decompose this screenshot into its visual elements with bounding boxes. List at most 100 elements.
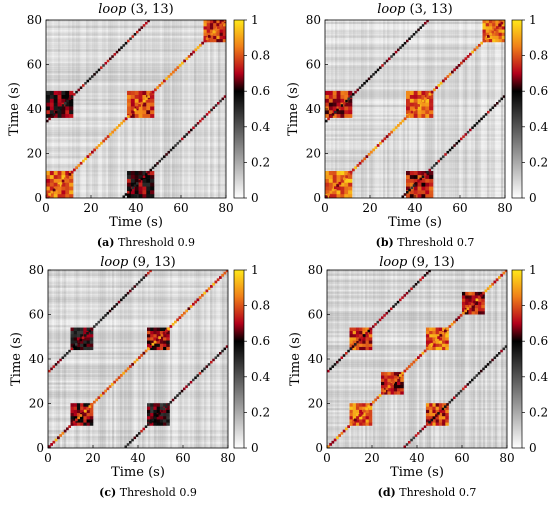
similarity-cell <box>387 391 391 395</box>
similarity-cell <box>73 337 78 341</box>
repeat-diagonal-cell <box>68 97 72 101</box>
repeat-diagonal-cell <box>142 427 146 431</box>
diagonal-cell <box>196 298 200 302</box>
diagonal-cell <box>208 35 211 38</box>
similarity-cell <box>83 343 87 347</box>
repeat-diagonal-cell <box>412 436 416 440</box>
similarity-cell <box>349 415 354 420</box>
diagonal-cell <box>70 423 74 426</box>
colorbar-tick-label: 0.8 <box>251 299 270 313</box>
colorbar-tick-label: 0.8 <box>529 49 548 63</box>
similarity-cell <box>127 109 132 115</box>
similarity-cell <box>76 406 81 410</box>
similarity-cell <box>86 422 91 426</box>
similarity-cell <box>340 182 345 187</box>
similarity-cell <box>127 106 132 111</box>
repeat-diagonal-cell <box>426 423 429 426</box>
repeat-diagonal-cell <box>473 376 476 380</box>
diagonal-cell <box>475 298 479 302</box>
repeat-diagonal-cell <box>464 133 468 136</box>
similarity-cell <box>150 415 154 420</box>
similarity-cell <box>156 330 161 335</box>
diagonal-cell <box>396 376 400 380</box>
diagonal-cell <box>363 157 366 161</box>
diagonal-cell <box>221 21 225 25</box>
similarity-cell <box>150 340 154 344</box>
similarity-cell <box>365 422 370 426</box>
similarity-cell <box>163 340 167 344</box>
repeat-diagonal-cell <box>372 325 375 328</box>
diagonal-cell <box>471 302 474 306</box>
similarity-cell <box>445 415 449 420</box>
diagonal-cell <box>394 378 398 382</box>
repeat-diagonal-cell <box>205 365 209 368</box>
similarity-cell <box>348 186 353 191</box>
similarity-cell <box>429 422 433 426</box>
similarity-cell <box>365 340 370 344</box>
similarity-cell <box>219 29 224 33</box>
similarity-cell <box>348 109 353 115</box>
y-axis-label: Time (s) <box>7 82 22 136</box>
diagonal-cell <box>165 77 168 81</box>
similarity-cell <box>417 113 422 118</box>
similarity-cell <box>130 106 136 111</box>
repeat-diagonal-cell <box>104 61 108 65</box>
similarity-cell <box>432 327 436 332</box>
repeat-diagonal-cell <box>154 164 157 167</box>
diagonal-cell <box>187 55 191 58</box>
similarity-cell <box>365 419 370 423</box>
repeat-diagonal-cell <box>448 400 452 404</box>
similarity-cell <box>384 378 388 382</box>
repeat-diagonal-cell <box>185 133 189 136</box>
repeat-diagonal-cell <box>487 110 490 114</box>
similarity-cell <box>156 406 161 410</box>
similarity-cell <box>166 330 170 335</box>
similarity-cell <box>435 406 440 410</box>
repeat-diagonal-cell <box>136 182 139 185</box>
similarity-cell <box>213 26 217 30</box>
repeat-diagonal-cell <box>124 193 128 196</box>
similarity-cell <box>349 406 354 410</box>
similarity-cell <box>147 419 151 423</box>
similarity-cell <box>206 22 211 27</box>
repeat-diagonal-cell <box>102 64 105 67</box>
diagonal-cell <box>439 334 443 337</box>
x-axis-label: Time (s) <box>109 215 163 230</box>
diagonal-cell <box>122 371 125 375</box>
similarity-cell <box>471 311 476 315</box>
similarity-cell <box>421 178 426 183</box>
repeat-diagonal-cell <box>135 434 139 437</box>
similarity-cell <box>409 94 415 99</box>
similarity-cell <box>429 178 434 183</box>
similarity-cell <box>61 182 66 187</box>
diagonal-cell <box>392 380 395 384</box>
similarity-cell <box>393 387 398 392</box>
diagonal-cell <box>360 411 364 415</box>
repeat-diagonal-cell <box>196 374 200 377</box>
x-tick-label: 20 <box>83 201 98 215</box>
repeat-diagonal-cell <box>106 59 110 63</box>
repeat-diagonal-cell <box>86 331 89 335</box>
similarity-cell <box>127 178 132 183</box>
similarity-cell <box>159 415 164 420</box>
similarity-cell <box>222 35 226 40</box>
repeat-diagonal-cell <box>97 68 101 72</box>
similarity-cell <box>213 22 217 27</box>
panel-caption: (a) Threshold 0.9 <box>97 236 195 249</box>
repeat-diagonal-cell <box>48 117 51 121</box>
similarity-cell <box>134 193 139 198</box>
similarity-cell <box>381 375 385 379</box>
similarity-cell <box>406 90 411 96</box>
chart-title: loop (9, 13) <box>379 255 455 270</box>
repeat-diagonal-cell <box>457 392 461 395</box>
diagonal-cell <box>482 39 486 43</box>
repeat-diagonal-cell <box>495 354 499 357</box>
repeat-diagonal-cell <box>142 175 146 178</box>
similarity-cell <box>400 384 404 389</box>
diagonal-cell <box>370 150 373 154</box>
similarity-cell <box>83 403 87 407</box>
repeat-diagonal-cell <box>86 79 90 83</box>
repeat-diagonal-cell <box>444 153 447 156</box>
similarity-cell <box>127 182 132 187</box>
diagonal-cell <box>199 43 202 47</box>
